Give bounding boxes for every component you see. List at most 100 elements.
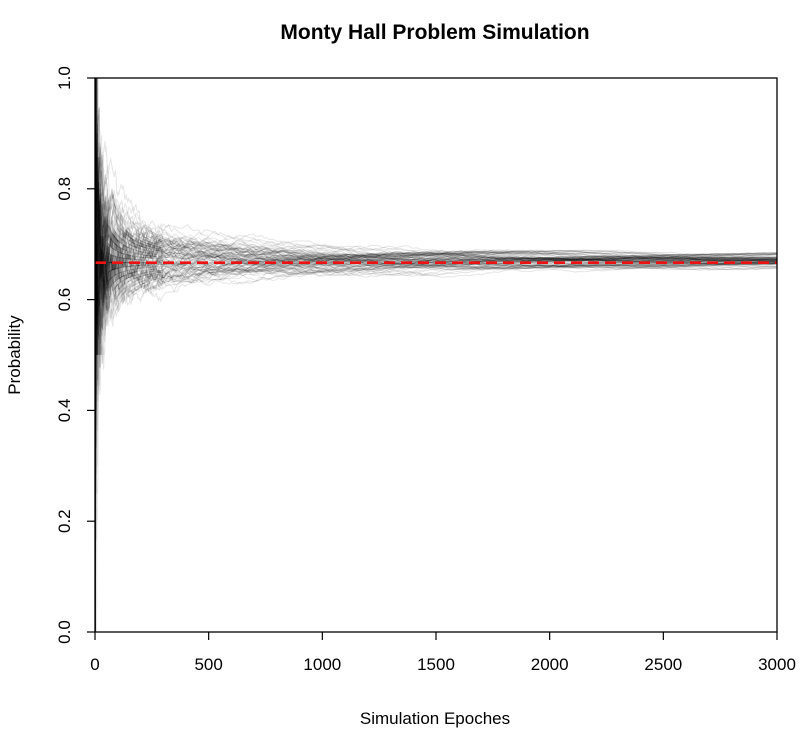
simulation-series-line [95,77,778,300]
simulation-series-line [94,77,778,494]
simulation-series-line [95,77,777,281]
simulation-series-line [94,77,778,356]
x-tick-label-1000: 1000 [303,655,341,674]
simulation-series-line [94,178,778,633]
simulation-series-line [94,170,778,633]
simulation-series-line [94,77,778,356]
simulation-series-line [95,77,778,257]
simulation-series-line [94,147,778,633]
simulation-series-line [94,227,778,633]
simulation-series-line [94,77,778,356]
y-tick-label-0.0: 0.0 [55,620,74,644]
simulation-series-line [94,77,777,356]
simulation-series-line [95,77,778,290]
simulation-series-line [94,77,778,268]
simulation-series-line [94,250,778,633]
simulation-series-line [94,77,778,263]
x-tick-label-0: 0 [90,655,99,674]
simulation-series-line [94,77,777,286]
simulation-series-line [94,77,778,402]
simulation-series-line [95,77,777,281]
simulation-series-line [94,238,778,633]
simulation-series-line [94,216,778,633]
simulation-series-line [94,77,778,356]
simulation-series-line [94,77,778,356]
simulation-series-line [94,77,778,448]
simulation-series-line [94,254,778,633]
simulation-series-line [94,77,778,356]
simulation-series-line [94,244,778,633]
simulation-series-line [94,193,778,633]
simulation-series-line [95,77,778,356]
simulation-series-line [95,77,778,291]
y-tick-label-0.6: 0.6 [55,288,74,312]
simulation-series-line [95,232,778,633]
simulation-series-line [94,77,778,316]
simulation-series-line [94,77,777,356]
simulation-series-line [94,208,778,633]
y-tick-label-0.8: 0.8 [55,177,74,201]
simulation-series-line [94,77,778,356]
simulation-series-line [94,216,778,633]
simulation-series-line [94,77,778,356]
simulation-series-line [94,77,778,411]
y-tick-label-1.0: 1.0 [55,66,74,90]
simulation-series-group [94,77,778,633]
simulation-series-line [94,77,778,356]
simulation-series-line [94,77,777,494]
simulation-series-line [95,77,778,320]
simulation-series-line [94,77,778,327]
simulation-series-line [94,77,778,356]
simulation-series-line [94,77,778,356]
x-axis-label: Simulation Epoches [360,709,510,728]
simulation-series-line [94,77,778,356]
y-tick-label-0.4: 0.4 [55,399,74,423]
simulation-series-line [94,77,778,275]
x-axis: 0 500 1000 1500 2000 2500 3000 [90,632,796,674]
x-tick-label-2500: 2500 [644,655,682,674]
x-tick-label-500: 500 [194,655,222,674]
simulation-series-line [94,223,778,633]
simulation-series-line [95,77,778,325]
simulation-series-line [94,77,778,356]
simulation-series-line [95,77,778,294]
simulation-series-line [94,261,778,633]
simulation-series-line [94,77,778,356]
simulation-series-line [94,77,778,386]
simulation-series-line [95,77,778,316]
simulation-series-line [95,77,778,273]
simulation-series-line [95,77,778,303]
simulation-series-line [94,77,778,300]
simulation-series-line [94,77,778,356]
simulation-series-line [94,77,778,370]
simulation-series-line [94,218,778,633]
simulation-series-line [94,77,778,356]
simulation-series-line [94,236,778,633]
plot-frame [94,77,778,633]
simulation-series-line [95,77,778,261]
simulation-series-line [94,170,778,633]
simulation-series-line [94,77,778,273]
simulation-series-line [95,77,778,356]
simulation-series-line [95,77,778,264]
simulation-series-line [95,77,778,297]
simulation-series-line [95,77,778,334]
simulation-series-line [95,77,778,369]
simulation-series-line [94,77,778,448]
simulation-series-line [95,77,778,356]
simulation-series-line [94,257,778,633]
simulation-series-line [95,77,778,307]
y-axis: 0.0 0.2 0.4 0.6 0.8 1.0 [55,66,95,644]
simulation-series-line [94,157,778,633]
y-tick-label-0.2: 0.2 [55,509,74,533]
simulation-series-line [95,77,778,302]
simulation-series-line [94,147,778,633]
simulation-series-line [95,77,778,263]
simulation-series-line [94,198,778,633]
simulation-series-line [95,77,778,266]
x-tick-label-3000: 3000 [758,655,796,674]
simulation-series-line [94,77,778,356]
simulation-series-line [95,77,778,295]
simulation-series-line [95,77,778,286]
